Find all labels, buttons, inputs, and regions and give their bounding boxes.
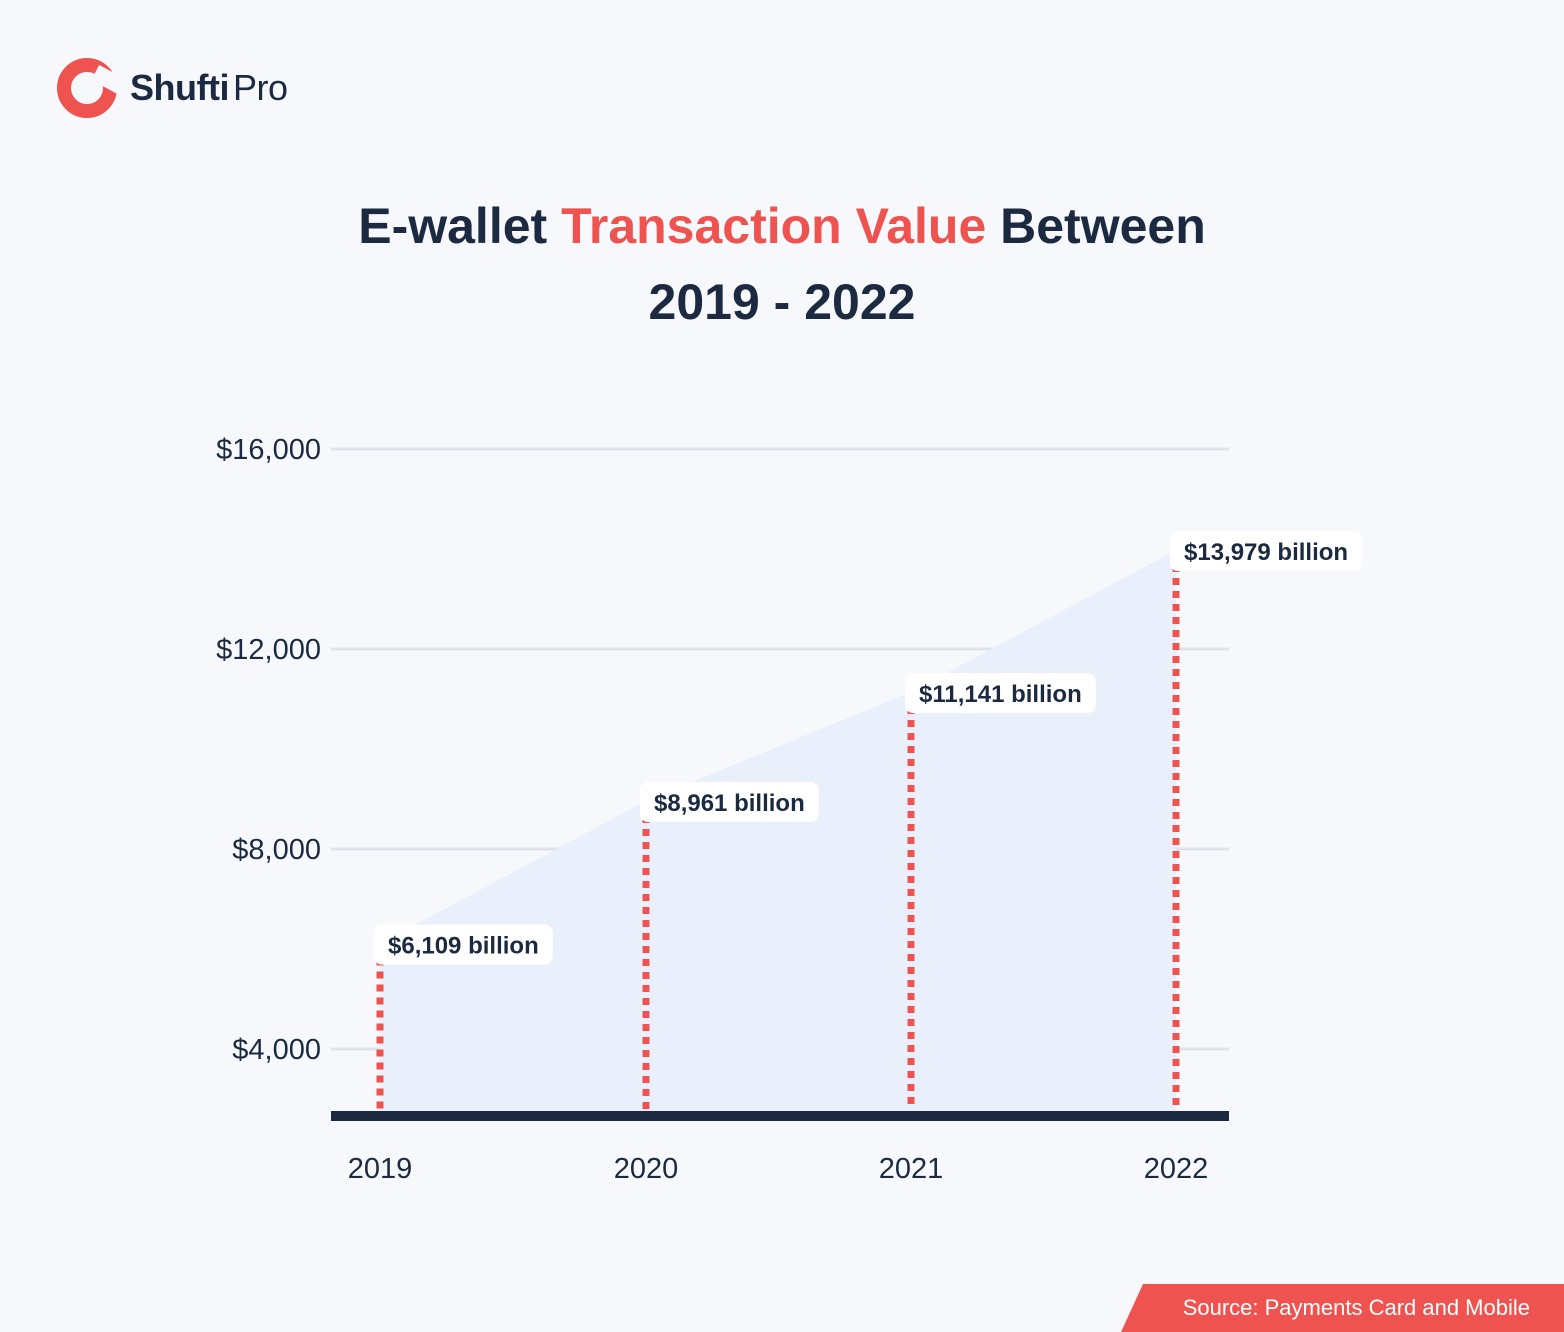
y-tick-label: $12,000 xyxy=(216,634,321,666)
title-part-1: E-wallet xyxy=(358,198,562,254)
brand-logo: Shufti Pro xyxy=(54,55,288,121)
title-line-2: 2019 - 2022 xyxy=(648,274,916,330)
x-axis-line xyxy=(331,1111,1229,1121)
data-label: $11,141 billion xyxy=(905,672,1096,713)
x-tick-label: 2019 xyxy=(348,1153,413,1185)
brand-name-light: Pro xyxy=(232,67,288,108)
x-axis-ticks: 2019 2020 2021 2022 xyxy=(348,1153,1209,1185)
data-label-text: $8,961 billion xyxy=(654,790,805,817)
data-label-box xyxy=(640,781,819,822)
x-tick-label: 2022 xyxy=(1144,1153,1209,1185)
data-label: $6,109 billion xyxy=(374,924,553,965)
data-label-box xyxy=(905,672,1096,713)
title-accent: Transaction Value xyxy=(561,198,987,254)
title-part-2: Between xyxy=(986,198,1206,254)
data-label-text: $11,141 billion xyxy=(919,681,1082,708)
x-tick-label: 2020 xyxy=(614,1153,679,1185)
area-series xyxy=(380,550,1176,1117)
data-label-text: $13,979 billion xyxy=(1184,539,1348,566)
brand-name: Shufti Pro xyxy=(130,67,288,109)
y-tick-label: $8,000 xyxy=(232,834,321,866)
y-tick-label: $16,000 xyxy=(216,434,321,466)
source-badge: Source: Payments Card and Mobile xyxy=(1121,1284,1564,1332)
data-label: $8,961 billion xyxy=(640,781,819,822)
shufti-pro-logo-icon xyxy=(57,58,120,118)
y-axis-ticks: $4,000 $8,000 $12,000 $16,000 xyxy=(216,434,321,1066)
data-labels: $6,109 billion $8,961 billion $11,141 bill… xyxy=(374,531,1363,965)
y-tick-label: $4,000 xyxy=(232,1034,321,1066)
data-label-box xyxy=(374,924,553,965)
chart-title: E-wallet Transaction Value Between 2019 … xyxy=(0,188,1564,340)
data-label-box xyxy=(1170,531,1363,572)
x-tick-label: 2021 xyxy=(879,1153,944,1185)
drop-lines xyxy=(376,552,1180,1110)
data-label: $13,979 billion xyxy=(1170,531,1363,572)
brand-name-bold: Shufti xyxy=(130,67,229,108)
data-label-text: $6,109 billion xyxy=(388,933,539,960)
